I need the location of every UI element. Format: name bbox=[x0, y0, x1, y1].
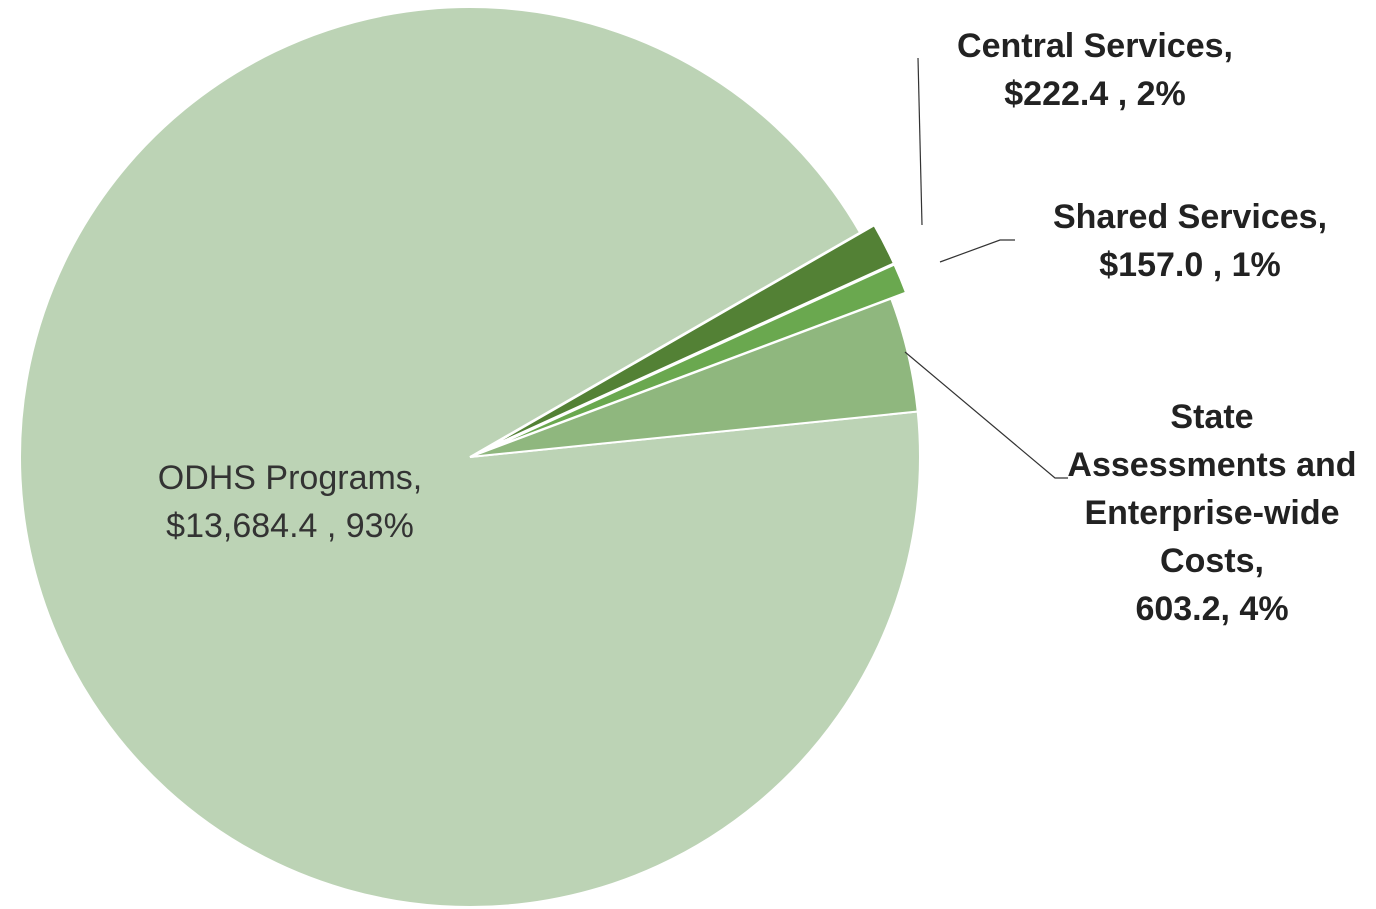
category-label: State Assessments and Enterprise-wide Co… bbox=[1067, 398, 1357, 580]
leader-line bbox=[904, 351, 1068, 479]
category-label: Central Services, bbox=[957, 27, 1233, 65]
data-label: Shared Services, $157.0 , 1% bbox=[1005, 193, 1375, 289]
slices bbox=[18, 6, 921, 908]
value-label: 603.2, 4% bbox=[1135, 590, 1289, 628]
category-label: ODHS Programs, bbox=[157, 459, 423, 497]
leader-line bbox=[939, 239, 1015, 263]
category-label: Shared Services, bbox=[1052, 198, 1328, 236]
pie-slice bbox=[483, 223, 896, 451]
data-label: ODHS Programs, $13,684.4 , 93% bbox=[110, 454, 470, 550]
data-label: Central Services, $222.4 , 2% bbox=[905, 22, 1285, 118]
value-label: $13,684.4 , 93% bbox=[166, 507, 414, 545]
leader-line bbox=[917, 57, 923, 226]
value-label: $222.4 , 2% bbox=[1004, 75, 1186, 113]
value-label: $157.0 , 1% bbox=[1099, 246, 1281, 284]
data-label: State Assessments and Enterprise-wide Co… bbox=[1062, 393, 1362, 633]
pie-slice bbox=[484, 263, 908, 452]
